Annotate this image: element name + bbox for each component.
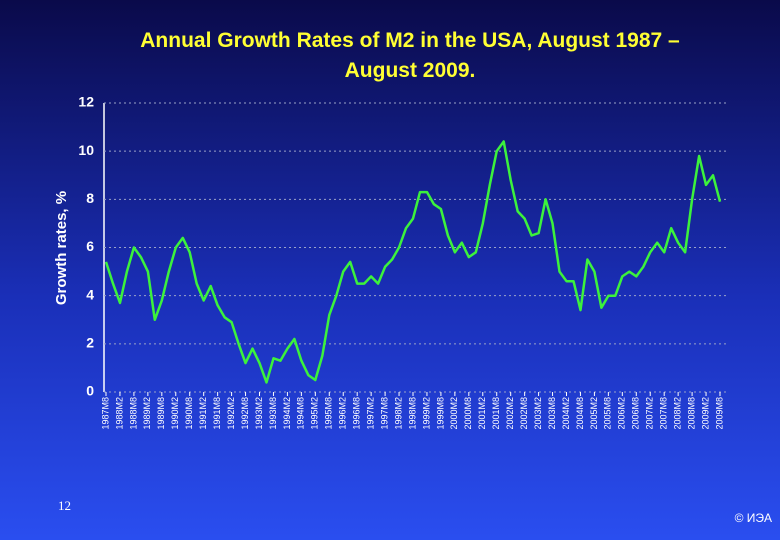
x-tick-label: 1988M2: [114, 397, 124, 430]
x-tick-label: 1999M8: [435, 397, 445, 430]
slide-number: 12: [58, 498, 71, 513]
x-tick-label: 2001M2: [477, 397, 487, 430]
x-tick-label: 2003M2: [533, 397, 543, 430]
x-tick-label: 1993M8: [268, 397, 278, 430]
y-tick-label: 4: [86, 286, 94, 302]
x-tick-label: 1995M2: [310, 397, 320, 430]
x-tick-label: 2001M8: [491, 397, 501, 430]
x-tick-label: 2008M2: [673, 397, 683, 430]
x-tick-label: 1996M8: [352, 397, 362, 430]
x-tick-label: 1989M8: [156, 397, 166, 430]
x-tick-label: 2006M2: [617, 397, 627, 430]
x-tick-label: 2009M8: [714, 397, 724, 430]
x-tick-label: 1990M8: [184, 397, 194, 430]
y-tick-label: 2: [86, 335, 94, 351]
x-tick-label: 2005M8: [603, 397, 613, 430]
x-tick-label: 1998M2: [393, 397, 403, 430]
x-tick-label: 1988M8: [128, 397, 138, 430]
y-tick-label: 6: [86, 238, 94, 254]
x-tick-label: 1993M2: [254, 397, 264, 430]
x-tick-label: 2007M2: [645, 397, 655, 430]
y-tick-label: 8: [86, 190, 94, 206]
x-tick-label: 2000M8: [463, 397, 473, 430]
x-tick-label: 2004M8: [575, 397, 585, 430]
x-tick-label: 1999M2: [421, 397, 431, 430]
x-tick-label: 2002M2: [505, 397, 515, 430]
x-tick-label: 2007M8: [659, 397, 669, 430]
x-tick-label: 1991M8: [212, 397, 222, 430]
x-tick-label: 1995M8: [324, 397, 334, 430]
footer: © ИЭА: [735, 511, 772, 525]
x-tick-label: 1996M2: [338, 397, 348, 430]
y-axis-label: Growth rates, %: [53, 191, 70, 305]
x-tick-label: 1994M2: [282, 397, 292, 430]
x-tick-label: 2002M8: [519, 397, 529, 430]
x-tick-label: 1992M8: [240, 397, 250, 430]
y-tick-label: 0: [86, 383, 94, 399]
line: [104, 140, 722, 384]
x-tick-label: 1994M8: [296, 397, 306, 430]
x-tick-label: 1998M8: [407, 397, 417, 430]
x-tick-label: 2006M8: [631, 397, 641, 430]
x-tick-label: 1987M8: [100, 397, 110, 430]
x-tick-label: 2009M2: [700, 397, 710, 430]
x-tick-label: 1997M2: [366, 397, 376, 430]
x-tick-label: 1992M2: [226, 397, 236, 430]
chart-title: Annual Growth Rates of M2 in the USA, Au…: [140, 29, 680, 82]
x-tick-label: 1990M2: [170, 397, 180, 430]
x-tick-label: 1991M2: [198, 397, 208, 430]
x-tick-label: 2005M2: [589, 397, 599, 430]
x-tick-label: 2000M2: [449, 397, 459, 430]
y-tick-label: 10: [78, 142, 94, 158]
x-tick-label: 1989M2: [142, 397, 152, 430]
y-tick-label: 12: [78, 94, 94, 110]
x-tick-label: 2004M2: [561, 397, 571, 430]
x-tick-label: 1997M8: [379, 397, 389, 430]
x-tick-label: 2003M8: [547, 397, 557, 430]
x-tick-label: 2008M8: [686, 397, 696, 430]
